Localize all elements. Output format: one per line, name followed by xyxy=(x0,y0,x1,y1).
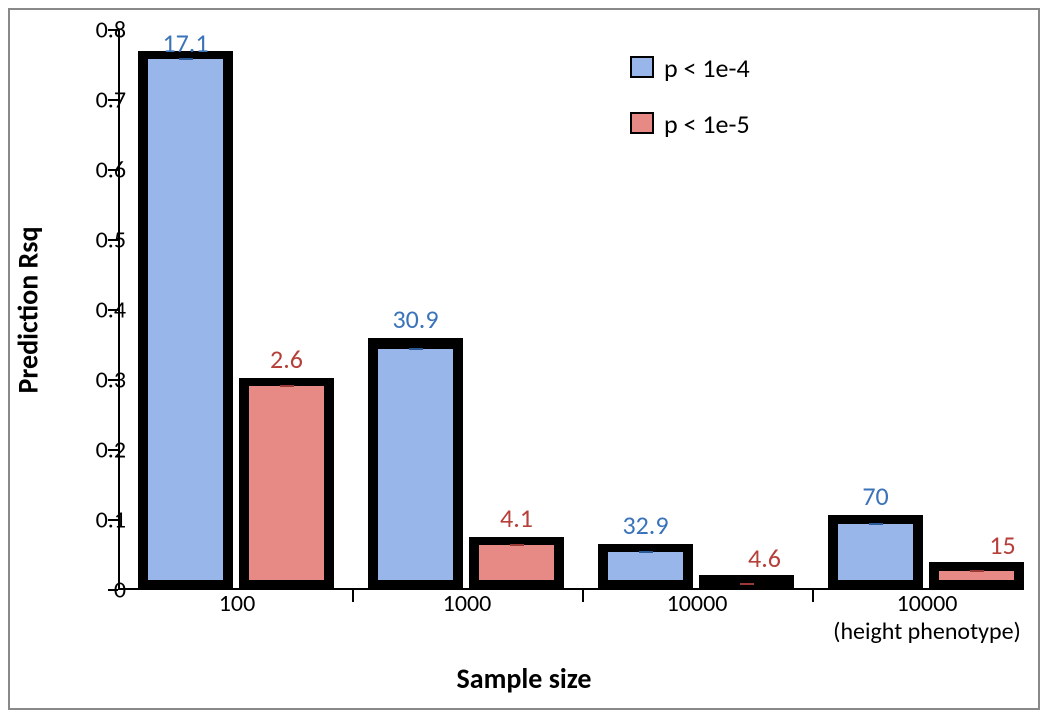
bar-data-label: 17.1 xyxy=(162,30,208,56)
y-tick-label: 0.2 xyxy=(66,436,126,465)
bar-fill xyxy=(479,545,554,580)
bar-fill xyxy=(249,386,324,580)
y-tick-label: 0.8 xyxy=(66,16,126,45)
x-tick xyxy=(812,590,814,602)
legend-item: p < 1e-5 xyxy=(630,112,890,142)
y-tick-label: 0.5 xyxy=(66,226,126,255)
error-bar-cap xyxy=(869,523,883,525)
error-bar-cap xyxy=(280,385,294,387)
error-bar-cap xyxy=(409,348,423,350)
error-bar-cap xyxy=(740,583,754,585)
bar-data-label: 4.1 xyxy=(500,505,533,531)
x-tick-label: 1000 xyxy=(357,590,577,618)
x-tick-label: 10000 xyxy=(587,590,807,618)
y-tick-label: 0.7 xyxy=(66,86,126,115)
x-tick-label: 10000 (height phenotype) xyxy=(817,590,1037,645)
bar-fill xyxy=(148,59,223,580)
y-tick-label: 0.1 xyxy=(66,506,126,535)
bar-data-label: 2.6 xyxy=(270,346,303,372)
legend-swatch xyxy=(630,112,654,134)
error-bar-cap xyxy=(639,551,653,553)
error-bar-cap xyxy=(510,544,524,546)
bar-fill xyxy=(378,349,453,581)
legend-label: p < 1e-5 xyxy=(664,108,750,140)
bar-fill xyxy=(838,524,913,580)
bar-data-label: 70 xyxy=(862,483,888,509)
chart-frame: Prediction Rsq 17.1 2.6 30.9 4.1 32.9 4.6 70 15… xyxy=(8,8,1040,710)
bar-data-label: 30.9 xyxy=(392,306,438,332)
legend-label: p < 1e-4 xyxy=(664,52,750,84)
legend-item: p < 1e-4 xyxy=(630,56,890,86)
x-tick-label: 100 xyxy=(127,590,347,618)
x-tick xyxy=(352,590,354,602)
error-bar-cap xyxy=(970,570,984,572)
bar-data-label: 15 xyxy=(989,532,1015,558)
legend-swatch xyxy=(630,56,654,78)
bar-data-label: 32.9 xyxy=(622,512,668,538)
x-axis-title: Sample size xyxy=(10,661,1038,696)
y-tick-label: 0.3 xyxy=(66,366,126,395)
bar-data-label: 4.6 xyxy=(748,545,781,571)
bar-fill xyxy=(939,571,1014,580)
y-tick-label: 0 xyxy=(66,576,126,605)
y-axis-title: Prediction Rsq xyxy=(11,226,46,393)
bar-fill xyxy=(608,552,683,580)
y-tick-label: 0.4 xyxy=(66,296,126,325)
y-tick-label: 0.6 xyxy=(66,156,126,185)
x-tick xyxy=(582,590,584,602)
